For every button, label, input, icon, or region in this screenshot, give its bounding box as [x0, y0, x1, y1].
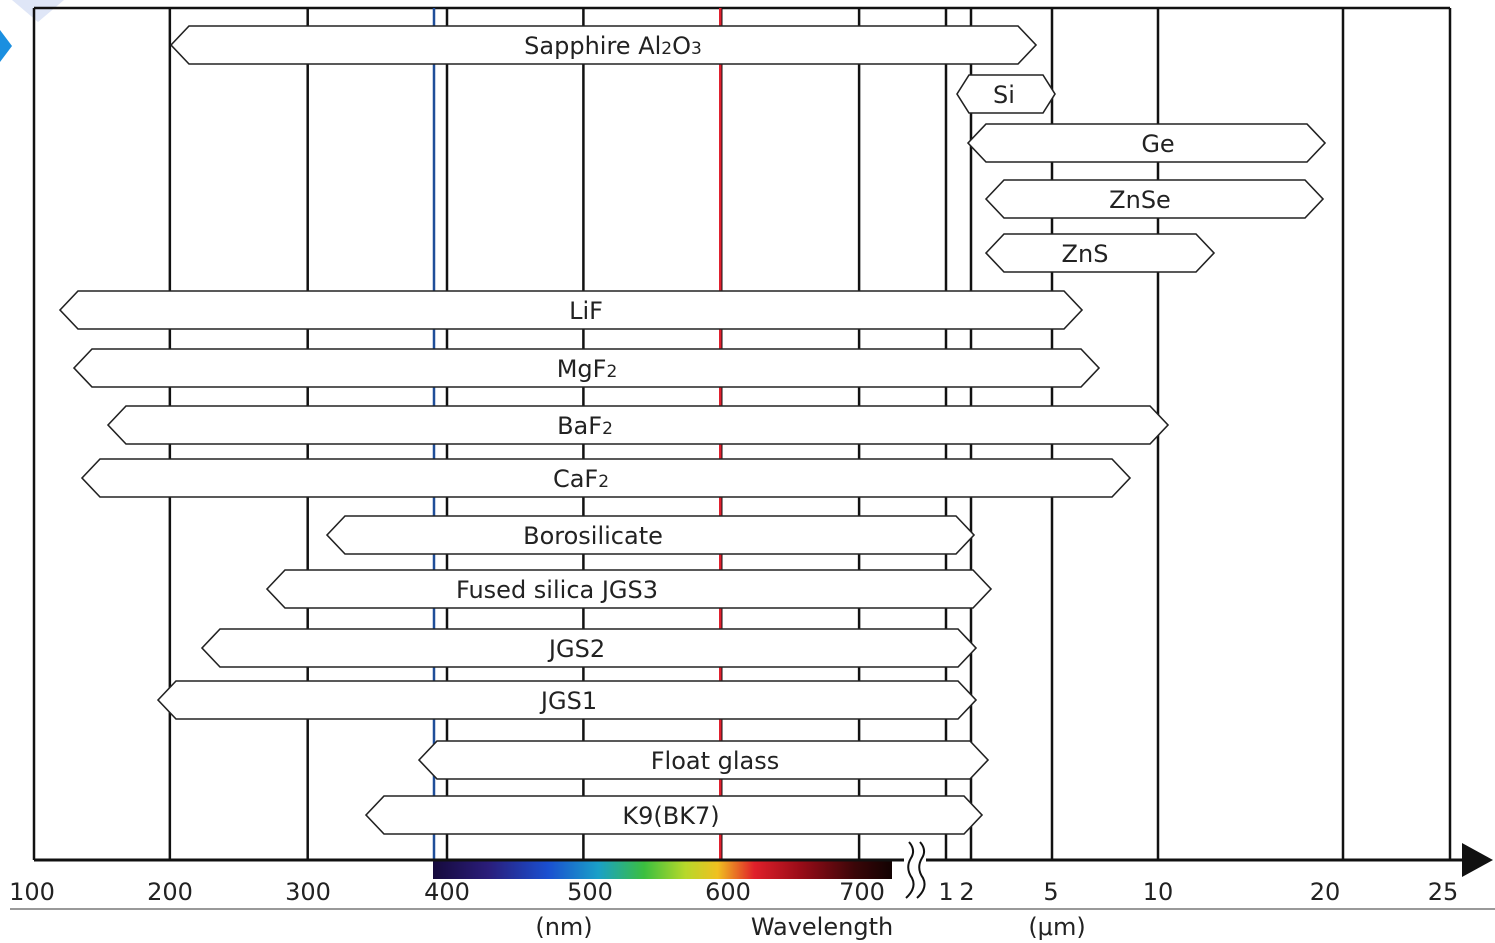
visible-spectrum-bar	[433, 861, 892, 879]
band-label-fused-silica-jgs3: Fused silica JGS3	[456, 576, 658, 604]
x-axis-title: Wavelength	[751, 913, 893, 941]
corner-diamond-blue	[0, 30, 12, 62]
band-shape	[72, 348, 1101, 388]
band-label-ge: Ge	[1141, 130, 1174, 158]
tick-label-2um: 2	[959, 878, 974, 906]
tick-label-20um: 20	[1310, 878, 1341, 906]
band-label-baf2: BaF2	[557, 412, 613, 440]
band-shape	[966, 123, 1327, 163]
material-band-znse: ZnSe	[984, 179, 1325, 219]
tick-label-25um: 25	[1428, 878, 1459, 906]
tick-label-10um: 10	[1143, 878, 1174, 906]
band-label-borosilicate: Borosilicate	[523, 522, 663, 550]
band-shape	[80, 458, 1132, 498]
band-shape	[58, 290, 1084, 330]
material-band-sapphire-al2o3: Sapphire Al2O3	[169, 25, 1038, 65]
material-band-baf2: BaF2	[106, 405, 1170, 445]
material-band-ge: Ge	[966, 123, 1327, 163]
band-shape	[265, 569, 993, 609]
unit-um-label: (μm)	[1028, 913, 1085, 941]
band-label-k9-bk7: K9(BK7)	[622, 802, 719, 830]
tick-label-300nm: 300	[285, 878, 331, 906]
band-label-lif: LiF	[569, 297, 603, 325]
unit-nm-label: (nm)	[535, 913, 592, 941]
tick-label-200nm: 200	[147, 878, 193, 906]
band-shape	[364, 795, 984, 835]
band-shape	[325, 515, 976, 555]
material-band-fused-silica-jgs3: Fused silica JGS3	[265, 569, 993, 609]
band-shape	[984, 179, 1325, 219]
tick-label-5um: 5	[1043, 878, 1058, 906]
tick-label-400nm: 400	[424, 878, 470, 906]
axis-units: (nm) Wavelength (μm)	[535, 913, 1085, 941]
x-axis	[10, 841, 1495, 910]
material-band-si: Si	[956, 74, 1056, 114]
band-shape	[984, 233, 1216, 273]
band-shape	[956, 74, 1056, 114]
tick-label-100nm: 100	[9, 878, 55, 906]
tick-label-700nm: 700	[839, 878, 885, 906]
axis-break-gap	[904, 848, 926, 878]
band-shape	[106, 405, 1170, 445]
material-band-borosilicate: Borosilicate	[325, 515, 976, 555]
band-shape	[156, 680, 978, 720]
material-band-lif: LiF	[58, 290, 1084, 330]
band-label-jgs1: JGS1	[539, 687, 597, 715]
axis-break-mark-left	[905, 841, 915, 899]
material-band-zns: ZnS	[984, 233, 1216, 273]
x-axis-arrow-icon	[1462, 843, 1493, 877]
x-tick-labels: 100 200 300 400 500 600 700 1 2 5 10 20 25	[9, 878, 1458, 906]
visible-spectrum-gradient	[433, 861, 892, 879]
band-label-si: Si	[993, 81, 1015, 109]
tick-label-500nm: 500	[567, 878, 613, 906]
material-band-jgs1: JGS1	[156, 680, 978, 720]
material-band-k9-bk7: K9(BK7)	[364, 795, 984, 835]
band-shape	[200, 628, 978, 668]
band-shape	[169, 25, 1038, 65]
material-band-float-glass: Float glass	[417, 740, 990, 780]
band-label-zns: ZnS	[1062, 240, 1109, 268]
band-label-mgf2: MgF2	[557, 355, 618, 383]
axis-break-mark-right	[916, 841, 926, 899]
band-label-caf2: CaF2	[553, 465, 609, 493]
material-band-jgs2: JGS2	[200, 628, 978, 668]
band-label-float-glass: Float glass	[651, 747, 780, 775]
material-band-caf2: CaF2	[80, 458, 1132, 498]
band-shape	[417, 740, 990, 780]
corner-decoration	[0, 0, 64, 62]
tick-label-1um: 1	[938, 878, 953, 906]
material-band-mgf2: MgF2	[72, 348, 1101, 388]
corner-triangle-light	[12, 0, 64, 22]
band-label-jgs2: JGS2	[547, 635, 605, 663]
band-label-sapphire-al2o3: Sapphire Al2O3	[524, 32, 702, 60]
tick-label-600nm: 600	[705, 878, 751, 906]
band-label-znse: ZnSe	[1109, 186, 1171, 214]
